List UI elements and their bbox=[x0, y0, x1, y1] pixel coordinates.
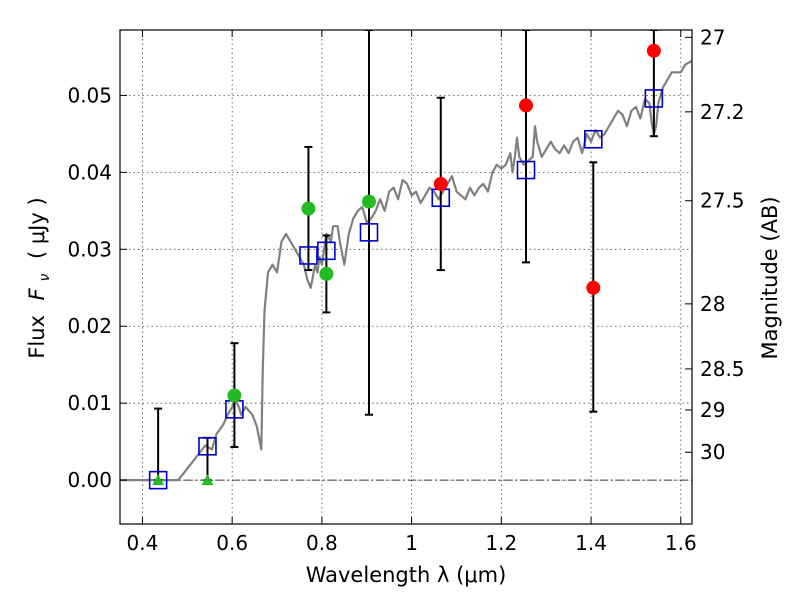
y-tick-label: 0.00 bbox=[67, 468, 112, 492]
y-tick-label: 0.03 bbox=[67, 237, 112, 261]
x-tick-label: 1.4 bbox=[575, 531, 607, 555]
x-tick-label: 0.4 bbox=[127, 531, 159, 555]
ground-detection-point bbox=[319, 266, 334, 281]
model-photometry-box bbox=[198, 436, 217, 456]
model-photometry-box bbox=[299, 246, 318, 265]
plot-frame bbox=[119, 29, 693, 525]
y-axis-label-unit: ( μJy ) bbox=[25, 197, 49, 259]
x-tick-label: 1.2 bbox=[485, 531, 517, 555]
y-axis-label: Flux F ν ( μJy ) bbox=[25, 197, 54, 358]
ground-detection-point bbox=[361, 194, 376, 209]
space-detection-point bbox=[519, 98, 534, 113]
upper-limit-triangle bbox=[201, 474, 214, 486]
ground-detection-point bbox=[301, 201, 316, 216]
upper-limit-triangle bbox=[152, 474, 165, 486]
x-tick-label: 1 bbox=[405, 531, 418, 555]
right-y-axis-label: Magnitude (AB) bbox=[758, 196, 782, 359]
space-detection-point bbox=[646, 43, 661, 58]
magnitude-tick-label: 29 bbox=[700, 398, 725, 422]
x-axis-label: Wavelength λ (μm) bbox=[306, 563, 507, 587]
space-detection-point bbox=[433, 176, 448, 191]
model-photometry-box bbox=[317, 241, 336, 261]
y-tick-label: 0.04 bbox=[67, 160, 112, 184]
box-layer bbox=[148, 89, 664, 490]
model-photometry-box bbox=[644, 89, 664, 108]
y-axis-ticks: 0.00 0.01 0.02 0.03 0.04 0.05 bbox=[67, 83, 127, 492]
plot-background bbox=[120, 30, 692, 524]
model-photometry-box bbox=[148, 470, 168, 490]
grid bbox=[120, 30, 692, 524]
y-axis-label-subscript: ν bbox=[37, 274, 53, 282]
y-axis-label-prefix: Flux bbox=[25, 315, 49, 359]
x-tick-label: 1.6 bbox=[665, 531, 697, 555]
svg-text:Flux F ν (: Flux F ν ( μJy ) bbox=[25, 197, 54, 358]
magnitude-tick-label: 28 bbox=[700, 292, 725, 316]
x-axis-ticks: 0.4 0.6 0.8 1 1.2 1.4 1.6 bbox=[127, 30, 697, 555]
y-tick-label: 0.02 bbox=[67, 314, 112, 338]
model-photometry-box bbox=[359, 223, 379, 242]
point-layer bbox=[152, 43, 661, 486]
magnitude-tick-label: 28.5 bbox=[700, 357, 745, 381]
magnitude-tick-label: 30 bbox=[700, 440, 725, 464]
y-tick-label: 0.01 bbox=[67, 391, 112, 415]
magnitude-axis-ticks: 27 27.2 27.5 28 28.5 29 30 bbox=[685, 25, 745, 464]
y-tick-label: 0.05 bbox=[67, 83, 112, 107]
ground-detection-point bbox=[227, 388, 242, 403]
y-axis-label-symbol: F bbox=[25, 287, 49, 300]
model-photometry-box bbox=[516, 160, 536, 180]
magnitude-tick-label: 27.2 bbox=[700, 100, 745, 124]
magnitude-tick-label: 27 bbox=[700, 25, 725, 49]
x-tick-label: 0.6 bbox=[216, 531, 248, 555]
model-photometry-box bbox=[584, 129, 603, 149]
magnitude-tick-label: 27.5 bbox=[700, 189, 745, 213]
x-tick-label: 0.8 bbox=[306, 531, 338, 555]
space-detection-point bbox=[586, 280, 601, 295]
